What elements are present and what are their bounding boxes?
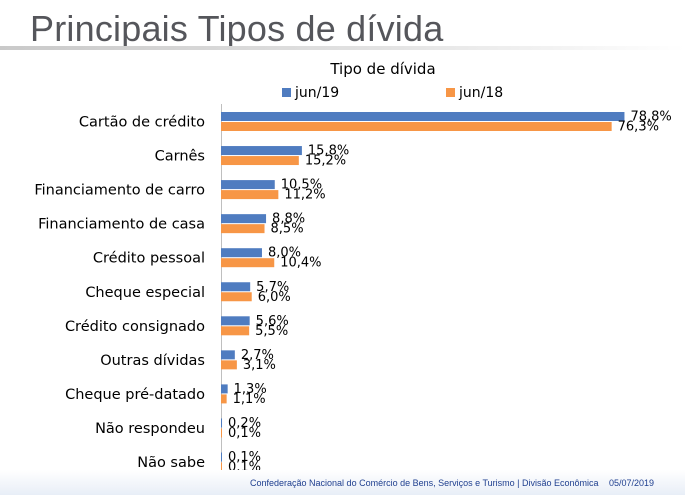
category-label: Financiamento de carro bbox=[34, 183, 205, 199]
data-label-jun-19: 5,6% bbox=[256, 314, 289, 329]
bar-jun-18 bbox=[221, 190, 279, 200]
bar-jun-18 bbox=[221, 394, 227, 404]
bar-jun-18 bbox=[221, 292, 252, 302]
legend-swatch-2 bbox=[446, 88, 455, 97]
data-label-jun-18: 11,2% bbox=[284, 188, 325, 203]
bar-jun-19 bbox=[221, 282, 251, 292]
category-label: Não respondeu bbox=[95, 421, 205, 437]
chart-title: Tipo de dívida bbox=[329, 60, 435, 78]
bar-jun-18 bbox=[221, 360, 237, 370]
footer-band bbox=[0, 470, 685, 495]
data-label-jun-19: 0,2% bbox=[228, 416, 261, 431]
bar-chart: Tipo de dívida jun/19 jun/18 Cartão de créd… bbox=[34, 60, 672, 470]
category-label: Crédito consignado bbox=[65, 319, 205, 335]
data-label-jun-19: 2,7% bbox=[241, 348, 274, 363]
data-label-jun-19: 8,0% bbox=[268, 246, 301, 261]
data-label-jun-18: 8,5% bbox=[271, 222, 304, 237]
data-label-jun-18: 1,1% bbox=[233, 392, 266, 407]
data-label-jun-19: 5,7% bbox=[256, 280, 289, 295]
bar-jun-19 bbox=[221, 418, 223, 428]
category-label: Financiamento de casa bbox=[38, 217, 205, 233]
data-label-jun-19: 0,1% bbox=[228, 450, 261, 465]
category-label: Não sabe bbox=[137, 455, 205, 470]
data-label-jun-19: 8,8% bbox=[272, 212, 305, 227]
bar-jun-19 bbox=[221, 384, 228, 394]
data-label-jun-19: 78,8% bbox=[630, 110, 671, 125]
data-label-jun-18: 0,1% bbox=[228, 460, 261, 470]
bar-jun-19 bbox=[221, 180, 275, 190]
data-label-jun-19: 1,3% bbox=[234, 382, 267, 397]
data-label-jun-18: 15,2% bbox=[305, 154, 346, 169]
data-label-jun-18: 3,1% bbox=[243, 358, 276, 373]
slide-title: Principais Tipos de dívida bbox=[30, 8, 444, 49]
bar-jun-18 bbox=[221, 224, 265, 234]
bar-jun-18 bbox=[221, 462, 222, 470]
data-label-jun-19: 10,5% bbox=[281, 178, 322, 193]
footer-organization: Confederação Nacional do Comércio de Ben… bbox=[250, 478, 599, 488]
data-label-jun-18: 10,4% bbox=[280, 256, 321, 271]
bar-jun-19 bbox=[221, 214, 267, 224]
bar-jun-18 bbox=[221, 156, 299, 166]
legend-swatch-1 bbox=[282, 88, 291, 97]
legend-label-2: jun/18 bbox=[458, 85, 503, 101]
bar-jun-19 bbox=[221, 112, 625, 121]
bar-jun-19 bbox=[221, 316, 250, 326]
bar-jun-18 bbox=[221, 326, 250, 336]
data-label-jun-18: 5,5% bbox=[255, 324, 288, 339]
category-label: Outras dívidas bbox=[100, 353, 205, 369]
bar-jun-18 bbox=[221, 122, 612, 131]
bar-jun-19 bbox=[221, 350, 235, 360]
data-label-jun-18: 0,1% bbox=[228, 426, 261, 441]
data-label-jun-18: 6,0% bbox=[258, 290, 291, 305]
legend-label-1: jun/19 bbox=[294, 85, 339, 101]
data-label-jun-18: 76,3% bbox=[618, 120, 659, 135]
title-divider bbox=[0, 46, 685, 50]
category-label: Cartão de crédito bbox=[79, 115, 205, 131]
data-label-jun-19: 15,8% bbox=[308, 144, 349, 159]
bar-jun-19 bbox=[221, 146, 302, 156]
category-label: Carnês bbox=[155, 149, 205, 165]
bar-jun-19 bbox=[221, 248, 262, 258]
bar-jun-18 bbox=[221, 258, 275, 268]
category-label: Crédito pessoal bbox=[93, 251, 205, 267]
footer-date: 05/07/2019 bbox=[609, 478, 655, 488]
bar-jun-19 bbox=[221, 452, 222, 462]
bar-jun-18 bbox=[221, 428, 222, 438]
category-label: Cheque especial bbox=[85, 285, 205, 301]
category-label: Cheque pré-datado bbox=[65, 387, 205, 403]
